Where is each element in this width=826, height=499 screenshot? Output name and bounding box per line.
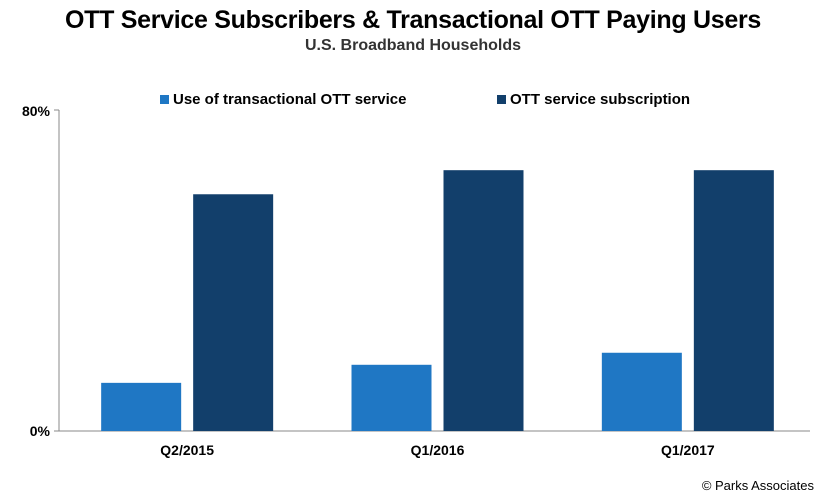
- x-tick-labels: Q2/2015 Q1/2016 Q1/2017: [160, 442, 715, 458]
- legend-swatch-subscription: [497, 95, 506, 104]
- x-tick-label: Q1/2016: [411, 442, 465, 458]
- legend-item-transactional: Use of transactional OTT service: [160, 91, 406, 108]
- x-tick-label: Q2/2015: [160, 442, 214, 458]
- y-tick-label-bottom: 0%: [30, 423, 51, 439]
- bar-transactional-1: [351, 364, 432, 431]
- bar-subscription-0: [193, 194, 274, 431]
- y-tick-label-top: 80%: [22, 103, 51, 119]
- source-credit: © Parks Associates: [701, 478, 814, 493]
- bar-subscription-2: [693, 170, 774, 431]
- x-tick-label: Q1/2017: [661, 442, 715, 458]
- chart-subtitle: U.S. Broadband Households: [304, 37, 521, 54]
- bar-transactional-0: [101, 382, 182, 431]
- legend-swatch-transactional: [160, 95, 169, 104]
- chart-title: OTT Service Subscribers & Transactional …: [65, 6, 761, 34]
- bar-transactional-2: [601, 352, 682, 431]
- legend-label-subscription: OTT service subscription: [510, 91, 691, 108]
- bars: [101, 170, 774, 431]
- legend-label-transactional: Use of transactional OTT service: [173, 91, 407, 108]
- bar-subscription-1: [443, 170, 524, 431]
- legend: Use of transactional OTT service OTT ser…: [0, 91, 826, 111]
- legend-item-subscription: OTT service subscription: [497, 91, 690, 108]
